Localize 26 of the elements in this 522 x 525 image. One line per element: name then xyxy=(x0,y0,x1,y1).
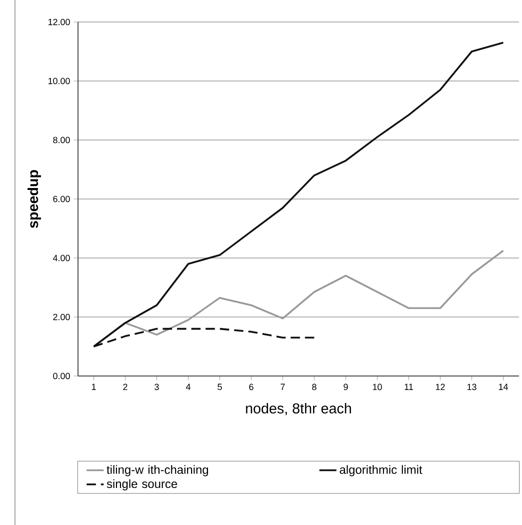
x-tick-label: 8 xyxy=(312,384,316,390)
x-tick-label: 12 xyxy=(436,384,445,390)
x-tick-label: 4 xyxy=(186,384,190,390)
y-axis-title: speedup xyxy=(28,170,41,228)
x-tick-label: 13 xyxy=(467,384,476,390)
x-tick-label: 1 xyxy=(92,384,96,390)
x-tick-label: 7 xyxy=(280,384,285,390)
legend-label: single source xyxy=(106,479,178,490)
x-axis-title: nodes, 8thr each xyxy=(246,402,351,416)
x-tick-label: 2 xyxy=(123,384,128,390)
x-tick-label: 5 xyxy=(218,384,222,390)
y-tick-label: 4.00 xyxy=(52,254,70,262)
x-tick-label: 14 xyxy=(498,384,508,390)
y-tick-label: 10.00 xyxy=(48,78,70,84)
legend-label: tiling-w ith-chaining xyxy=(106,465,208,476)
x-tick-label: 11 xyxy=(404,384,413,390)
y-tick-label: 12.00 xyxy=(48,18,70,26)
x-tick-label: 10 xyxy=(372,384,382,390)
x-tick-label: 6 xyxy=(249,384,254,390)
y-tick-label: 0.00 xyxy=(53,372,70,380)
legend-label: algorithmic limit xyxy=(340,465,422,476)
y-tick-label: 2.00 xyxy=(53,314,70,320)
y-tick-label: 6.00 xyxy=(53,196,70,202)
y-tick-label: 8.00 xyxy=(53,136,70,144)
x-tick-label: 3 xyxy=(154,384,159,390)
x-tick-label: 9 xyxy=(344,384,348,390)
